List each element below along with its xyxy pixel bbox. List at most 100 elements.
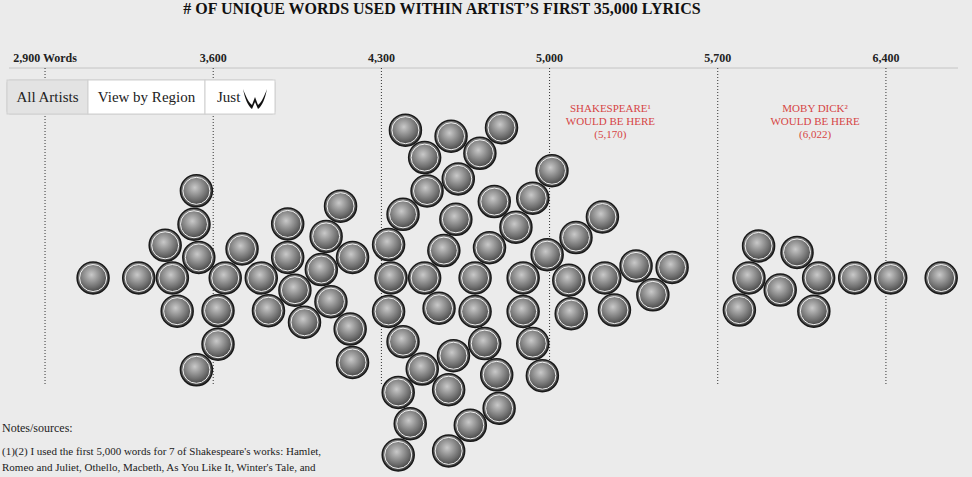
- circle-ring: [784, 239, 811, 266]
- background: [0, 0, 972, 477]
- artist-circle: [536, 155, 568, 187]
- button-label: View by Region: [98, 89, 196, 105]
- button-label: All Artists: [16, 89, 78, 105]
- artist-circle: [875, 262, 907, 294]
- annotation: WOULD BE HERE: [770, 115, 859, 127]
- artist-circle: [411, 175, 443, 207]
- circle-ring: [486, 395, 513, 422]
- circle-ring: [538, 157, 565, 184]
- circle-ring: [534, 241, 561, 268]
- grid-line: [717, 68, 718, 386]
- circle-ring: [510, 265, 537, 292]
- circle-ring: [639, 281, 666, 308]
- circle-ring: [426, 295, 453, 322]
- circle-ring: [229, 236, 256, 263]
- artist-circle: [464, 137, 496, 169]
- artist-circle: [454, 409, 486, 441]
- artist-circle: [637, 279, 669, 311]
- artist-circle: [798, 295, 830, 327]
- logo-icon: [243, 89, 267, 109]
- circle-ring: [435, 437, 462, 464]
- circle-ring: [274, 244, 301, 271]
- button-frame: [7, 80, 275, 114]
- artist-circle: [202, 295, 234, 327]
- artist-circle: [442, 163, 474, 195]
- circle-ring: [488, 114, 515, 141]
- circle-ring: [385, 441, 412, 468]
- circle-ring: [185, 244, 212, 271]
- artist-circle: [337, 241, 369, 273]
- artist-circle: [459, 262, 491, 294]
- tick-label: 3,600: [200, 51, 227, 65]
- circle-ring: [337, 316, 364, 343]
- artist-circle: [478, 186, 510, 218]
- artist-circle: [252, 295, 284, 327]
- artist-circle: [373, 229, 405, 261]
- tick-label: 4,300: [368, 51, 395, 65]
- artist-circle: [183, 241, 215, 273]
- tick-label: 6,400: [872, 51, 899, 65]
- artist-circle: [272, 241, 304, 273]
- artist-circle: [382, 439, 414, 471]
- artist-circle: [375, 262, 407, 294]
- circle-ring: [519, 330, 546, 357]
- button-group: All ArtistsView by RegionJust: [7, 80, 275, 114]
- circle-ring: [435, 376, 462, 403]
- circle-ring: [183, 356, 210, 383]
- artist-circle: [586, 201, 618, 233]
- grid-line: [549, 68, 550, 386]
- circle-ring: [562, 224, 589, 251]
- circle-ring: [481, 188, 508, 215]
- artist-circle: [435, 120, 467, 152]
- artist-circle: [289, 306, 321, 338]
- circle-ring: [442, 206, 469, 233]
- circle-ring: [375, 298, 402, 325]
- circle-ring: [476, 234, 503, 261]
- notes-title: Notes/sources:: [2, 421, 73, 435]
- circle-ring: [877, 265, 904, 292]
- chart: # OF UNIQUE WORDS USED WITHIN ARTIST’S F…: [0, 0, 972, 477]
- artist-circle: [123, 262, 155, 294]
- circle-ring: [385, 379, 412, 406]
- annotation: (6,022): [799, 128, 831, 141]
- circle-ring: [164, 298, 191, 325]
- artist-circle: [500, 211, 532, 243]
- circle-ring: [180, 211, 207, 238]
- circle-ring: [928, 265, 955, 292]
- artist-circle: [781, 236, 813, 268]
- artist-circle: [481, 359, 513, 391]
- artist-circle: [149, 229, 181, 261]
- annotation: WOULD BE HERE: [566, 115, 655, 127]
- artist-circle: [483, 392, 515, 424]
- button[interactable]: [7, 80, 88, 114]
- circle-ring: [457, 412, 484, 439]
- axis-line: [9, 68, 958, 69]
- circle-ring: [308, 256, 335, 283]
- circle-ring: [339, 349, 366, 376]
- artist-circle: [178, 208, 210, 240]
- circle-ring: [378, 265, 405, 292]
- artist-circle: [598, 294, 630, 326]
- artist-circle: [387, 198, 419, 230]
- circle-ring: [589, 204, 616, 231]
- button[interactable]: [205, 80, 275, 114]
- circle-ring: [510, 298, 537, 325]
- circle-ring: [255, 297, 282, 324]
- circle-ring: [745, 232, 772, 259]
- tick-label: 5,000: [536, 51, 563, 65]
- notes-line: Romeo and Juliet, Othello, Macbeth, As Y…: [2, 461, 316, 473]
- circle-ring: [623, 252, 650, 279]
- circle-ring: [317, 288, 344, 315]
- circle-ring: [205, 331, 232, 358]
- circle-ring: [767, 277, 794, 304]
- circle-ring: [152, 232, 179, 259]
- circle-ring: [411, 265, 438, 292]
- circle-ring: [841, 265, 868, 292]
- grid-line: [885, 68, 886, 386]
- artist-circle: [387, 326, 419, 358]
- button[interactable]: [88, 80, 205, 114]
- circle-ring: [430, 237, 457, 264]
- circle-ring: [555, 267, 582, 294]
- artist-circle: [245, 262, 277, 294]
- circle-ring: [397, 410, 424, 437]
